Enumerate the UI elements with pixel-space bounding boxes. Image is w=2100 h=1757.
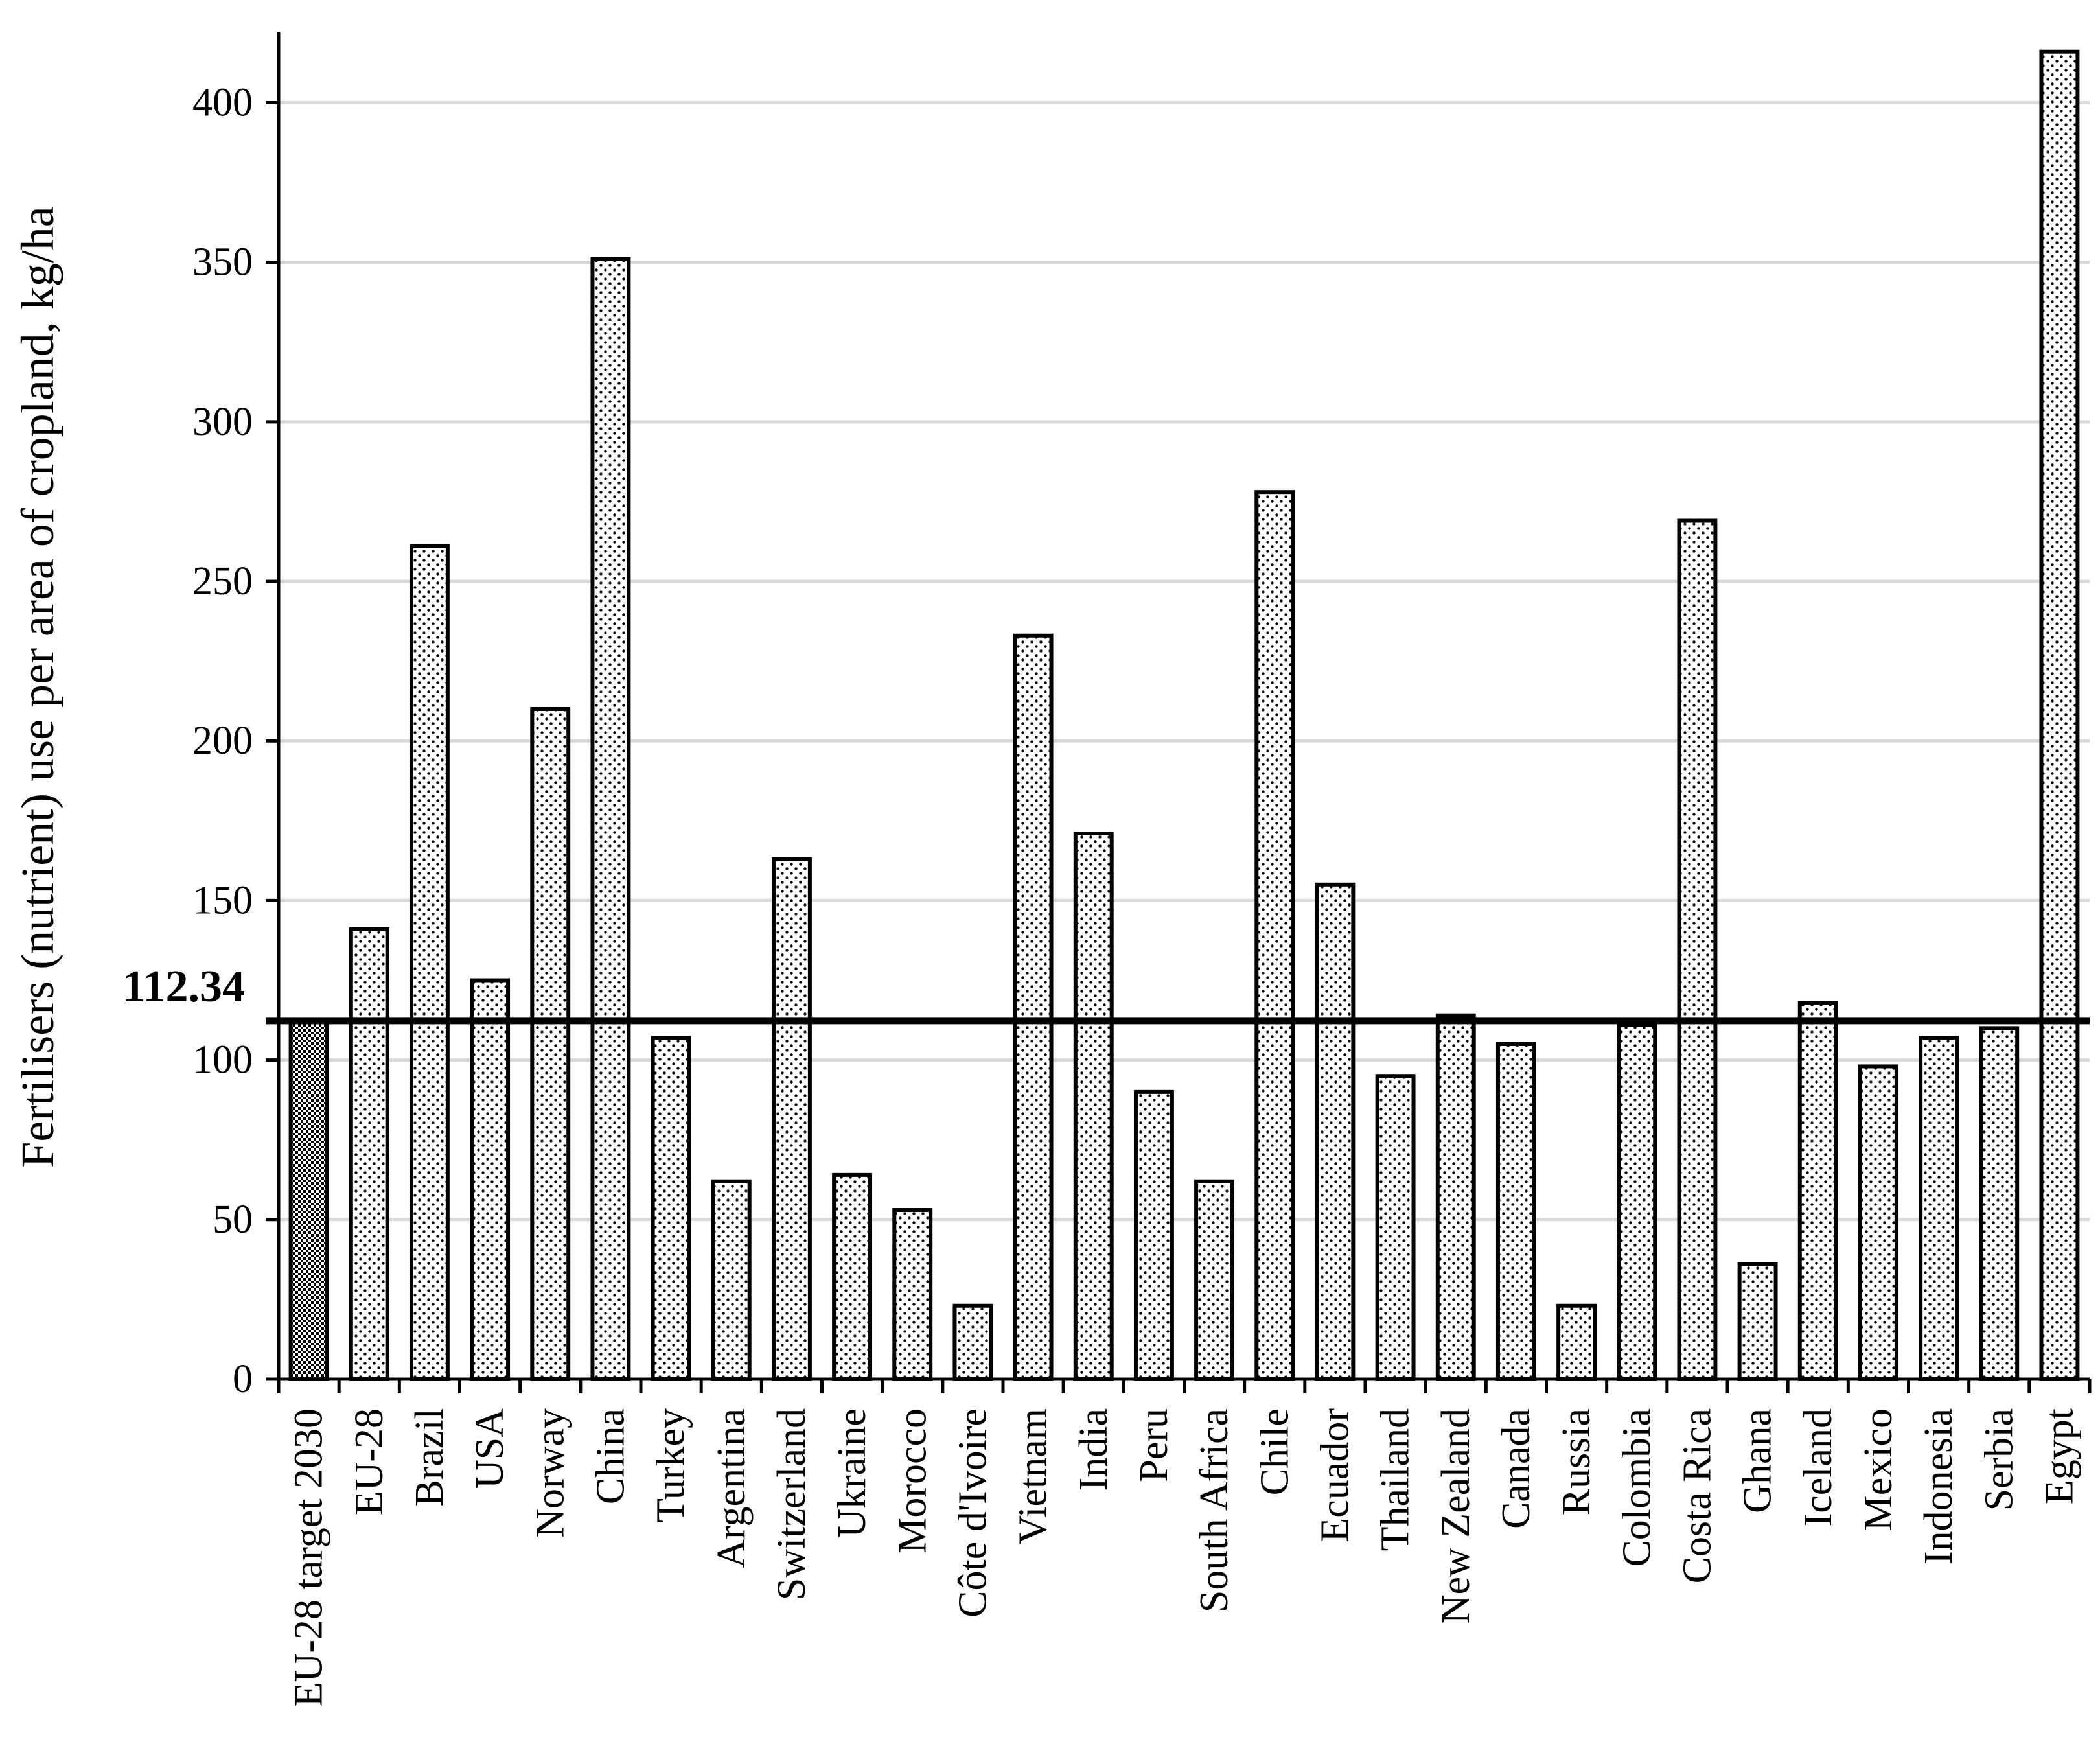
x-category-label: Mexico — [1856, 1408, 1900, 1531]
x-category-label: Argentina — [710, 1408, 754, 1568]
bar — [711, 1179, 752, 1381]
bar — [1133, 1089, 1174, 1382]
x-category-label: Colombia — [1615, 1408, 1659, 1567]
x-category-label: Morocco — [890, 1408, 934, 1553]
reference-line-label: 112.34 — [122, 962, 245, 1012]
bar — [651, 1036, 691, 1381]
bar — [1797, 1000, 1838, 1381]
bar — [409, 544, 450, 1381]
bar — [832, 1172, 873, 1382]
bar — [1919, 1036, 1959, 1381]
x-category-label: Turkey — [649, 1408, 693, 1523]
x-category-label: Serbia — [1977, 1408, 2021, 1511]
bars — [288, 49, 2080, 1382]
bar — [1013, 633, 1054, 1381]
bar — [590, 257, 631, 1382]
x-category-label: South Africa — [1192, 1408, 1236, 1612]
bar — [771, 857, 812, 1381]
x-category-label: EU-28 target 2030 — [287, 1408, 331, 1706]
x-category-label: Ghana — [1736, 1408, 1780, 1513]
y-tick-label: 300 — [192, 400, 253, 444]
y-tick-label: 0 — [233, 1357, 253, 1401]
bar — [2039, 49, 2080, 1381]
y-tick-labels: 0 50 100 150 200 250 300 350 400 — [192, 80, 253, 1401]
x-category-label: Vietnam — [1011, 1408, 1056, 1544]
y-tick-label: 200 — [192, 719, 253, 763]
x-category-label: Chile — [1252, 1408, 1297, 1495]
y-tick-label: 100 — [192, 1038, 253, 1082]
x-category-label: Brazil — [408, 1408, 452, 1507]
x-category-label: Peru — [1132, 1408, 1176, 1482]
bar — [288, 1018, 329, 1381]
y-axis-title: Fertilisers (nutrient) use per area of c… — [12, 206, 63, 1167]
bar — [349, 927, 389, 1381]
x-category-label: Ecuador — [1313, 1408, 1357, 1542]
x-category-label: India — [1072, 1408, 1116, 1491]
x-category-label: Canada — [1494, 1408, 1538, 1529]
bar — [1737, 1262, 1778, 1381]
y-tick-label: 250 — [192, 559, 253, 603]
x-category-label: Egypt — [2037, 1408, 2081, 1504]
bar — [1435, 1013, 1476, 1381]
bar — [1315, 882, 1356, 1382]
y-tick-label: 400 — [192, 80, 253, 124]
x-category-label: Thailand — [1374, 1408, 1418, 1551]
x-category-label: Costa Rica — [1675, 1408, 1719, 1583]
x-category-label: Norway — [528, 1408, 572, 1538]
bar — [1254, 490, 1295, 1382]
x-category-label: Switzerland — [770, 1408, 814, 1600]
bar — [952, 1303, 993, 1382]
gridlines — [279, 100, 2090, 1222]
bar — [892, 1208, 933, 1381]
x-category-label: USA — [468, 1408, 512, 1489]
x-category-label: Indonesia — [1917, 1408, 1961, 1565]
bar — [1556, 1303, 1597, 1382]
y-tick-label: 150 — [192, 878, 253, 922]
bar — [1677, 518, 1718, 1381]
bar — [1194, 1179, 1235, 1381]
bar — [1979, 1026, 2020, 1381]
bar — [1495, 1042, 1536, 1381]
y-tick-label: 50 — [213, 1198, 253, 1242]
y-tick-label: 350 — [192, 240, 253, 285]
bar — [530, 707, 571, 1381]
x-category-label: Côte d'Ivoire — [951, 1408, 995, 1618]
bar — [470, 978, 511, 1381]
bar — [1858, 1064, 1898, 1381]
x-category-label: New Zealand — [1434, 1408, 1478, 1623]
bar — [1073, 832, 1114, 1381]
axes — [266, 32, 2092, 1393]
x-category-labels: EU-28 target 2030 EU-28 Brazil USA Norway Chi… — [287, 1408, 2082, 1707]
x-category-label: Iceland — [1796, 1408, 1840, 1526]
x-category-label: Ukraine — [830, 1408, 874, 1538]
x-category-label: Russia — [1554, 1408, 1598, 1515]
x-category-label: EU-28 — [347, 1408, 391, 1515]
x-category-label: China — [588, 1408, 632, 1504]
bar — [1375, 1074, 1416, 1381]
bar — [1617, 1023, 1657, 1381]
